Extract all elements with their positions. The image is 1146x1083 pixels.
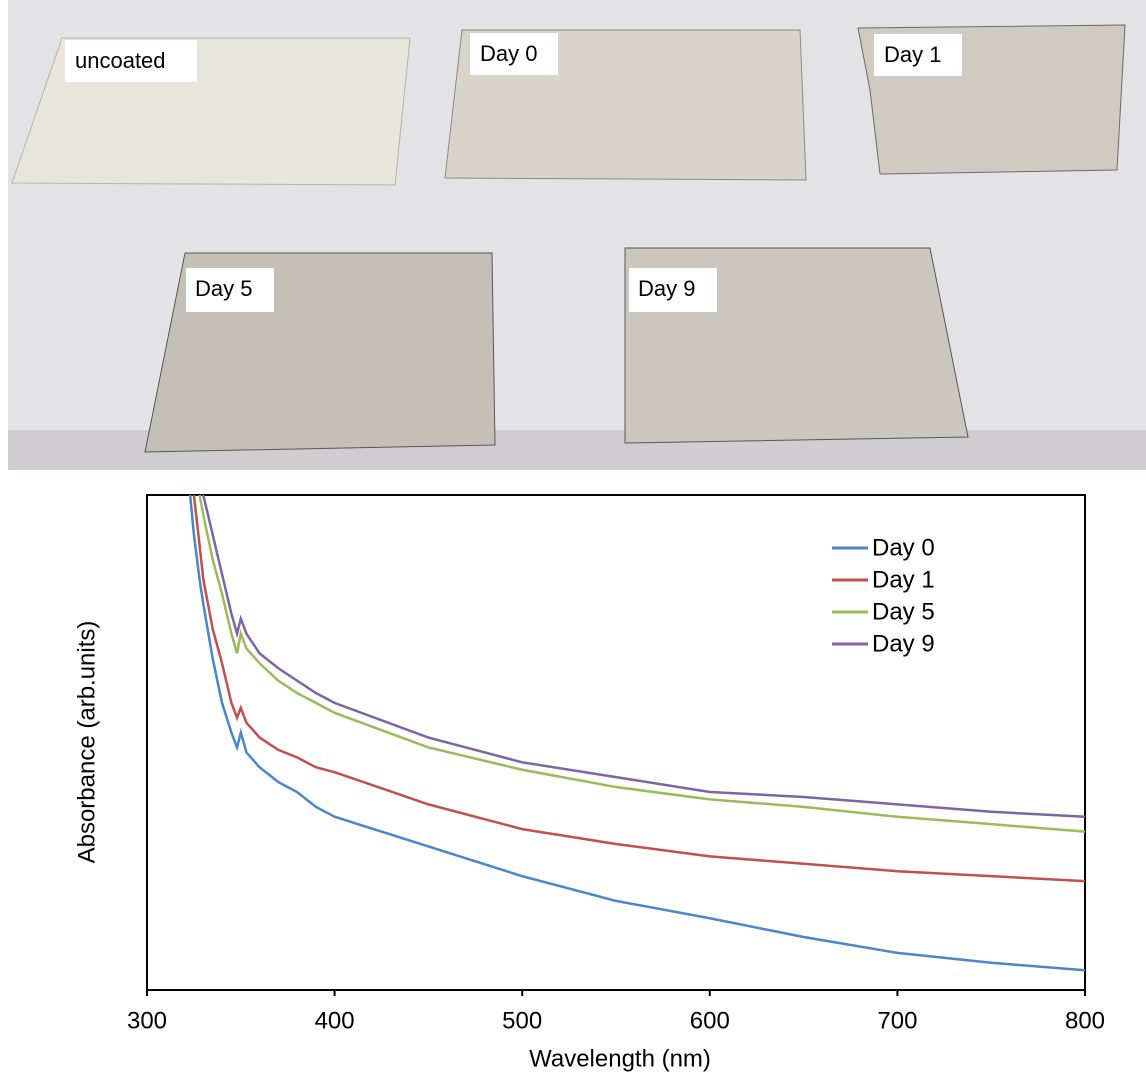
legend-label: Day 9	[872, 630, 935, 657]
label-box	[470, 33, 558, 75]
x-tick-label: 600	[690, 1007, 730, 1034]
photo-label: uncoated	[75, 48, 166, 73]
photo-label: Day 0	[480, 41, 537, 66]
y-axis-label: Absorbance (arb.units)	[73, 621, 100, 864]
photo-label: Day 1	[884, 42, 941, 67]
chart: Wavelength (nm) Absorbance (arb.units) 3…	[73, 494, 1105, 1072]
label-box	[874, 34, 962, 76]
x-axis-label: Wavelength (nm)	[529, 1045, 711, 1072]
x-tick-label: 400	[315, 1007, 355, 1034]
x-tick-label: 800	[1065, 1007, 1105, 1034]
legend-label: Day 1	[872, 566, 935, 593]
photo: uncoated Day 0 Day 1 Day 5 Day 9	[8, 0, 1146, 470]
data-line	[192, 494, 1086, 883]
x-tick-label: 300	[127, 1007, 167, 1034]
legend-label: Day 0	[872, 534, 935, 561]
x-tick-label: 500	[502, 1007, 542, 1034]
photo-label: Day 9	[638, 276, 695, 301]
legend-label: Day 5	[872, 598, 935, 625]
data-line	[202, 494, 1086, 818]
x-tick-label: 700	[877, 1007, 917, 1034]
label-box	[629, 268, 717, 312]
plot-frame	[146, 494, 1086, 991]
data-line	[198, 494, 1086, 833]
data-line	[188, 494, 1086, 972]
label-box	[186, 268, 274, 312]
photo-label: Day 5	[195, 276, 252, 301]
label-box	[65, 40, 197, 82]
